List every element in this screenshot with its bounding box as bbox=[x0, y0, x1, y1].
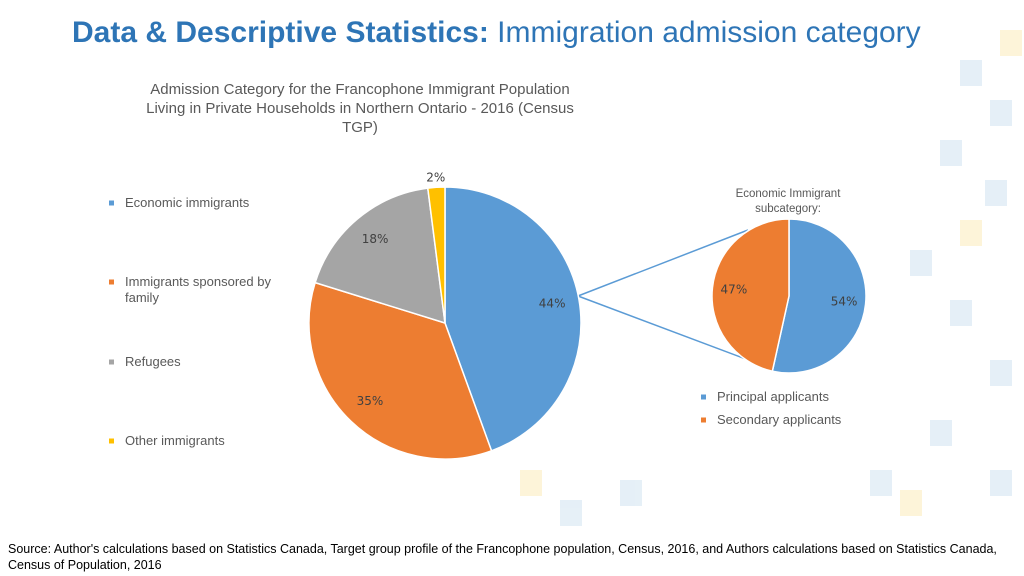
data-label: 47% bbox=[721, 282, 748, 296]
pie-slice bbox=[308, 281, 493, 460]
legend-marker bbox=[701, 394, 706, 400]
legend-label: Principal applicants bbox=[717, 389, 830, 404]
data-label: 44% bbox=[539, 297, 566, 311]
legend-marker bbox=[109, 279, 114, 285]
title-rest: Immigration admission category bbox=[497, 16, 921, 49]
legend-marker bbox=[109, 438, 114, 444]
slide-title: Data & Descriptive Statistics: Immigrati… bbox=[72, 16, 921, 50]
connector-line bbox=[577, 229, 749, 297]
decoration bbox=[520, 30, 1022, 516]
legend-label: Refugees bbox=[125, 354, 181, 369]
legend-marker bbox=[109, 200, 114, 206]
legend-label: Immigrants sponsored by family bbox=[125, 274, 271, 305]
pie-slice bbox=[771, 218, 867, 374]
source-note: Source: Author's calculations based on S… bbox=[8, 542, 997, 572]
decoration bbox=[560, 60, 1012, 526]
title-bold: Data & Descriptive Statistics: bbox=[72, 16, 489, 49]
pie-slice bbox=[711, 218, 790, 373]
legend-marker bbox=[701, 417, 706, 423]
legend-label: Economic immigrants bbox=[125, 195, 250, 210]
data-label: 35% bbox=[357, 394, 384, 408]
pie-slice bbox=[444, 186, 582, 452]
data-label: 18% bbox=[362, 232, 389, 246]
data-label: 2% bbox=[426, 170, 445, 184]
pie-slice bbox=[426, 186, 446, 324]
legend-label: Other immigrants bbox=[125, 433, 225, 448]
legend-marker bbox=[109, 359, 114, 365]
chart-title: Economic Immigrant subcategory: bbox=[735, 188, 841, 215]
pie-slice bbox=[314, 187, 446, 325]
legend-label: Secondary applicants bbox=[717, 412, 842, 427]
chart-title: Admission Category for the Francophone I… bbox=[146, 81, 574, 136]
data-label: 54% bbox=[831, 295, 858, 309]
